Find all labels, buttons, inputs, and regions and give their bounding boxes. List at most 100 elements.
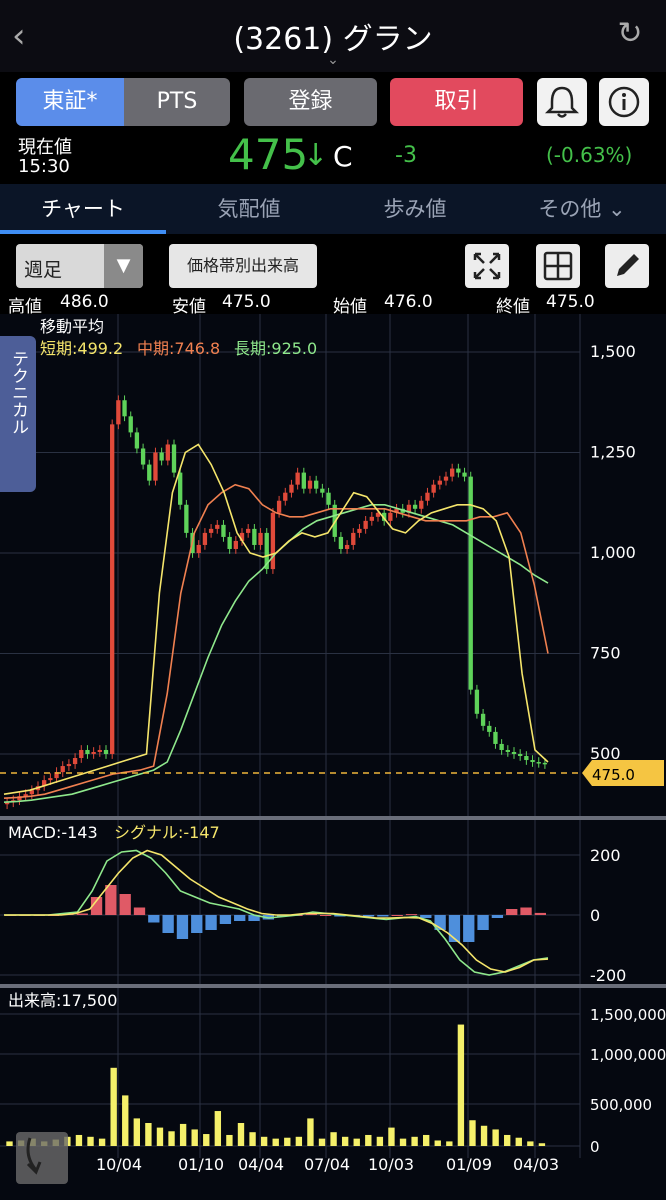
candle-body bbox=[425, 492, 430, 501]
period-select-value[interactable]: 週足 bbox=[24, 259, 63, 281]
candle-body bbox=[419, 500, 424, 509]
candle-body bbox=[246, 528, 251, 533]
candle-body bbox=[283, 492, 288, 501]
candle-body bbox=[338, 536, 344, 549]
candle-body bbox=[375, 512, 381, 517]
price-axis-label: 750 bbox=[590, 644, 621, 663]
trade-button[interactable]: 取引 bbox=[390, 78, 523, 126]
candle-body bbox=[462, 472, 467, 477]
macd-histogram-bar bbox=[176, 915, 189, 939]
register-button[interactable]: 登録 bbox=[244, 78, 377, 126]
chevron-left-icon[interactable]: ‹ bbox=[12, 16, 26, 56]
volume-bar bbox=[307, 1118, 314, 1146]
high-label: 高値 bbox=[8, 297, 42, 317]
candle-body bbox=[511, 751, 517, 754]
candle-body bbox=[394, 508, 399, 513]
candle-body bbox=[456, 468, 461, 473]
close-value: 475.0 bbox=[546, 292, 595, 312]
macd-histogram-bar bbox=[420, 915, 432, 918]
market-pts-button[interactable]: PTS bbox=[124, 78, 230, 126]
candle-body bbox=[79, 749, 84, 759]
candle-body bbox=[493, 731, 498, 744]
tab-quotes[interactable]: 気配値 bbox=[217, 197, 281, 221]
volume-bar bbox=[538, 1143, 546, 1146]
volume-profile-button[interactable]: 価格帯別出来高 bbox=[169, 244, 317, 288]
candle-body bbox=[215, 524, 220, 529]
candle-body bbox=[159, 452, 164, 461]
candle-body bbox=[140, 448, 146, 465]
page-title[interactable]: (3261) グラン bbox=[233, 22, 433, 57]
candle-body bbox=[97, 749, 102, 752]
candle-body bbox=[165, 444, 170, 461]
ma-short: 短期:499.2 bbox=[40, 339, 123, 358]
volume-bar bbox=[318, 1138, 326, 1146]
candle-body bbox=[351, 532, 356, 545]
scroll-back-icon[interactable] bbox=[16, 1132, 68, 1184]
tab-tick[interactable]: 歩み値 bbox=[383, 197, 447, 221]
candle-body bbox=[103, 749, 109, 754]
volume-axis-label: 1,000,000 bbox=[590, 1046, 666, 1064]
volume-bar bbox=[457, 1024, 465, 1146]
price-axis-label: 1,250 bbox=[590, 443, 636, 462]
price-time: 15:30 bbox=[18, 156, 70, 177]
candle-body bbox=[369, 516, 374, 521]
macd-axis-label: -200 bbox=[590, 966, 626, 985]
macd-histogram-bar bbox=[362, 915, 375, 917]
technical-side-tab-label[interactable]: テクニカル bbox=[8, 350, 28, 435]
candle-body bbox=[524, 756, 529, 761]
volume-bar bbox=[226, 1134, 233, 1146]
macd-histogram-bar bbox=[234, 915, 246, 921]
candle-body bbox=[406, 504, 412, 513]
volume-bar bbox=[492, 1129, 499, 1146]
tab-other[interactable]: その他 ⌄ bbox=[538, 197, 626, 221]
axis-labels: 1,500 1,250 1,000 750 500 200 0 -200 1,500,000 1,… bbox=[96, 342, 666, 1174]
volume-label: 出来高:17,500 bbox=[8, 991, 117, 1010]
x-axis-label: 04/03 bbox=[513, 1155, 559, 1174]
macd-histogram-bar bbox=[219, 915, 232, 924]
candle-body bbox=[208, 528, 214, 533]
pencil-icon[interactable] bbox=[605, 244, 649, 288]
open-label: 始値 bbox=[333, 297, 367, 317]
macd-histogram-bar bbox=[319, 915, 332, 916]
macd-histogram-bar bbox=[90, 897, 103, 915]
macd-histogram-bar bbox=[477, 915, 489, 930]
current-price-label: 現在値 bbox=[18, 137, 72, 158]
macd-histogram-bar bbox=[506, 909, 518, 915]
volume-axis-label: 0 bbox=[590, 1138, 600, 1156]
technical-side-tab[interactable] bbox=[0, 336, 36, 492]
candle-body bbox=[122, 400, 127, 417]
candle-body bbox=[270, 512, 276, 570]
candle-body bbox=[530, 760, 535, 763]
stock-chart[interactable]: 1,500 1,250 1,000 750 500 200 0 -200 1,500,000 1,… bbox=[0, 314, 666, 1200]
volume-bar bbox=[422, 1134, 430, 1146]
refresh-icon[interactable]: ↻ bbox=[617, 16, 643, 51]
caret-down-icon[interactable]: ▼ bbox=[104, 244, 143, 288]
candle-body bbox=[48, 778, 53, 781]
volume-axis-label: 500,000 bbox=[590, 1096, 652, 1114]
volume-bar bbox=[341, 1136, 349, 1146]
volume-bar bbox=[515, 1137, 522, 1146]
macd-histogram-bar bbox=[119, 894, 131, 915]
candle-body bbox=[443, 476, 449, 481]
candle-body bbox=[301, 472, 306, 489]
info-icon[interactable] bbox=[599, 78, 649, 126]
bell-icon[interactable] bbox=[537, 78, 587, 126]
ma-mid-line bbox=[3, 483, 549, 799]
volume-bar bbox=[237, 1123, 245, 1146]
volume-bar bbox=[249, 1132, 256, 1146]
open-value: 476.0 bbox=[384, 292, 433, 312]
macd-signal-label: シグナル:-147 bbox=[114, 823, 220, 842]
market-tosho-button[interactable]: 東証* bbox=[16, 78, 124, 126]
fullscreen-icon[interactable] bbox=[465, 244, 509, 288]
macd-histogram-bar bbox=[162, 915, 174, 933]
volume-bar bbox=[168, 1131, 175, 1146]
signal-line bbox=[4, 849, 549, 973]
chevron-down-icon[interactable]: ⌄ bbox=[327, 52, 339, 68]
close-label: 終値 bbox=[496, 297, 530, 317]
candle-body bbox=[450, 468, 455, 477]
macd-histogram-bar bbox=[205, 915, 217, 930]
macd-axis-label: 200 bbox=[590, 846, 621, 865]
grid-layout-icon[interactable] bbox=[536, 244, 580, 288]
tab-chart[interactable]: チャート bbox=[41, 197, 125, 221]
price-change-percent: (-0.63%) bbox=[546, 143, 633, 167]
